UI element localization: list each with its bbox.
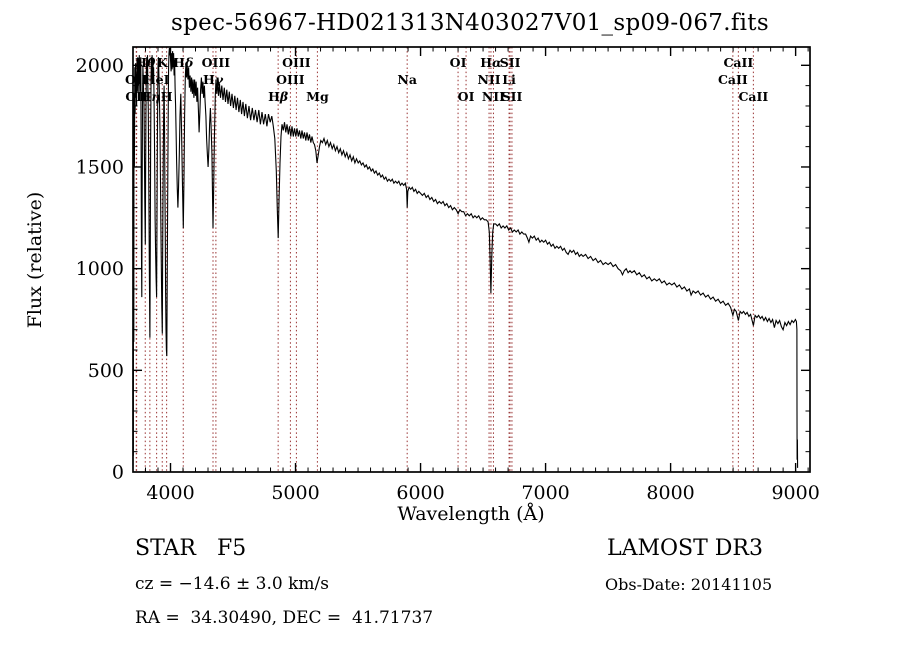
spectral-line-label: H [161,89,173,104]
spectral-line-label: SII [500,55,521,70]
spectral-line-label: NII [482,89,505,104]
radial-velocity-text: cz = −14.6 ± 3.0 km/s [135,574,329,594]
spectral-line-label: Mg [306,89,329,104]
survey-release-text: LAMOST DR3 [607,536,763,561]
obs-date-text: Obs-Date: 20141105 [605,575,773,594]
classification-text: STAR F5 [135,536,247,561]
spectral-line-label: OIII [282,55,311,70]
plot-frame [132,46,811,473]
x-tick-label: 4000 [146,482,194,504]
y-tick-label: 1000 [76,258,124,280]
spectral-line-label: SII [502,89,523,104]
spectral-line-label: Hδ [173,55,193,70]
y-tick-label: 500 [88,360,124,382]
spectral-line-label: OI [450,55,467,70]
x-tick-label: 5000 [271,482,319,504]
ra-dec-text: RA = 34.30490, DEC = 41.71737 [135,608,434,628]
x-axis-label: Wavelength (Å) [397,503,545,525]
y-tick-label: 0 [112,462,124,484]
spectral-line-label: Hβ [268,89,289,104]
spectral-line-label: Hα [480,55,502,70]
spectral-line-label: OIII [202,55,231,70]
spectral-line-label: Hγ [203,72,224,87]
x-tick-label: 8000 [646,482,694,504]
spectral-line-label: K [157,55,169,70]
y-axis-label: Flux (relative) [24,191,46,329]
x-tick-label: 6000 [396,482,444,504]
spectral-line-label: CaII [738,89,768,104]
x-tick-label: 9000 [771,482,819,504]
spectral-line-label: Li [502,72,516,87]
plot-title: spec-56967-HD021313N403027V01_sp09-067.f… [171,10,769,36]
spectral-line-label: OI [458,89,475,104]
spectrum-trace [132,47,799,468]
x-tick-label: 7000 [521,482,569,504]
spectral-line-label: Na [397,72,417,87]
spectral-line-label: NII [477,72,500,87]
spectral-line-label: OIII [276,72,305,87]
spectral-line-label: CaII [723,55,753,70]
y-tick-label: 1500 [76,156,124,178]
y-tick-label: 2000 [76,55,124,77]
spectral-line-label: CaII [718,72,748,87]
